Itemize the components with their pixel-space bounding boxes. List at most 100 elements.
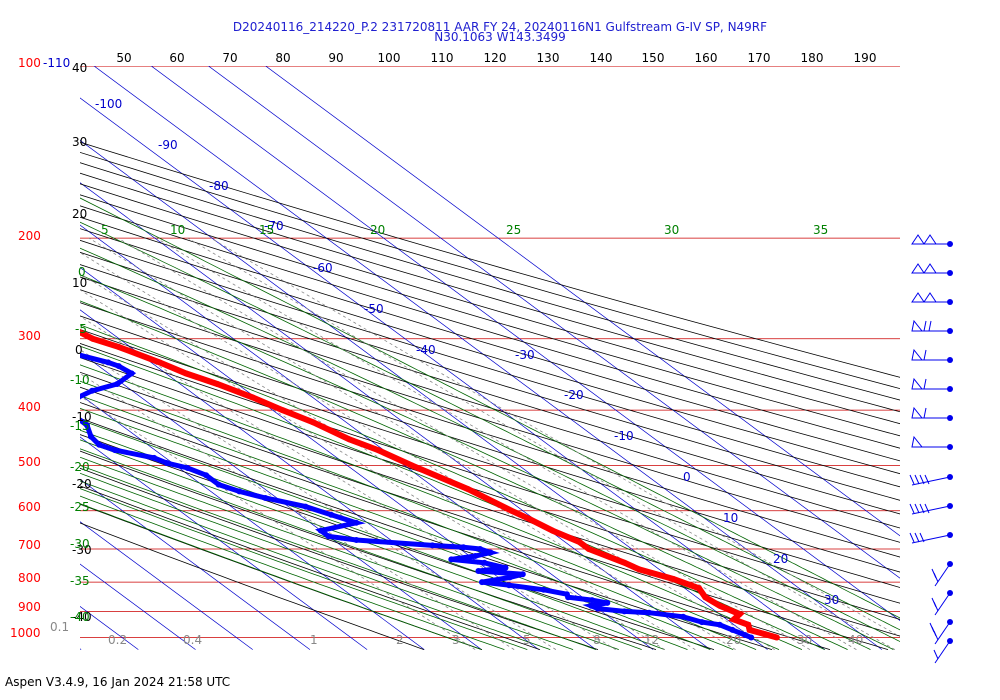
temperature-profile-point (279, 407, 286, 414)
mixing-ratio-line (80, 252, 736, 650)
wind-barb (911, 435, 953, 450)
wind-barb (911, 319, 953, 334)
moist-adiabat (80, 429, 688, 650)
dewpoint-profile-point (448, 556, 455, 563)
moist-left-label: -35 (70, 574, 90, 588)
dewpoint-profile-point (604, 599, 611, 606)
isotherm-line (80, 648, 82, 650)
top-scale-label: 120 (484, 51, 507, 65)
top-scale-label: 170 (748, 51, 771, 65)
dewpoint-profile-point (429, 542, 436, 549)
temperature-profile-point (89, 335, 96, 342)
top-scale-label: 110 (431, 51, 454, 65)
isotherm-line (80, 224, 654, 650)
temperature-profile-point (11, 302, 17, 308)
dewpoint-profile-point (502, 564, 509, 571)
moist-adiabat (80, 197, 900, 619)
top-scale-label: 190 (854, 51, 877, 65)
temperature-profile-point (182, 370, 189, 377)
mixing-ratio-label: 12 (644, 633, 659, 647)
temperature-profile-point (760, 630, 767, 637)
top-scale-label: 150 (642, 51, 665, 65)
left-scale-label: -30 (72, 543, 92, 557)
dry-adiabat (80, 228, 900, 475)
left-scale-label: 10 (72, 276, 87, 290)
top-scale-label: 80 (275, 51, 290, 65)
wind-barb (931, 590, 953, 616)
mixing-ratio-line (88, 237, 775, 650)
dewpoint-profile-point (589, 597, 595, 604)
dry-adiabat (80, 151, 900, 390)
isotherm-label: 10 (723, 511, 738, 525)
isotherm-label: 30 (824, 593, 839, 607)
mixing-ratio-line (80, 395, 476, 650)
temperature-profile-point (65, 323, 71, 329)
isotherm-label: -60 (313, 261, 333, 275)
moist-adiabat (80, 448, 642, 650)
dewpoint-profile-point (71, 402, 77, 408)
pressure-label-100: 100 (18, 56, 41, 70)
dewpoint-profile-point (328, 511, 335, 518)
mixing-ratio-label: 8 (593, 633, 601, 647)
dry-adiabat (80, 172, 900, 413)
wind-barb (911, 234, 953, 247)
temperature-profile-point (310, 419, 316, 426)
dewpoint-profile-point (89, 387, 96, 394)
temperature-profile-point (696, 585, 702, 592)
dry-adiabat (80, 216, 900, 462)
footer-version: Aspen V3.4.9, 16 Jan 2024 21:58 UTC (5, 675, 231, 689)
mixing-ratio-line (80, 289, 666, 650)
isotherm-label: -40 (416, 343, 436, 357)
dewpoint-profile-point (84, 422, 90, 429)
dewpoint-profile-point (487, 549, 494, 556)
temperature-profile-point (156, 359, 163, 366)
moist-left-label: -15 (70, 419, 90, 433)
mixing-ratio-label: 0.1 (50, 620, 69, 634)
dewpoint-profile-point (621, 608, 628, 615)
isotherm-line (80, 478, 311, 650)
top-scale-label: 60 (169, 51, 184, 65)
mixing-ratio-line (80, 273, 696, 650)
moist-adiabat (80, 380, 780, 650)
dewpoint-profile-point (481, 559, 488, 566)
dry-adiabat (80, 251, 900, 501)
wind-barb (909, 532, 953, 544)
isotherm-line (93, 66, 883, 650)
top-scale-label: 50 (116, 51, 131, 65)
temperature-profile-point (702, 594, 709, 601)
isotherm-label: -20 (564, 388, 584, 402)
wind-barb (911, 406, 953, 421)
left-scale-label: -10 (72, 410, 92, 424)
wind-barb (911, 377, 953, 392)
dry-adiabat (80, 371, 900, 637)
moist-adiabat (80, 419, 711, 650)
mixing-ratio-line (80, 315, 616, 650)
moist-adiabat (80, 247, 900, 642)
dry-adiabat (80, 194, 900, 437)
temperature-profile-point (115, 343, 122, 350)
mixing-ratio-line (210, 237, 900, 638)
isotherm-line (80, 309, 539, 650)
pressure-label-1000: 1000 (10, 626, 41, 640)
moist-left-label: -40 (70, 610, 90, 624)
moist-left-label: -20 (70, 460, 90, 474)
isotherm-line (80, 521, 253, 650)
moist-adiabat (80, 480, 551, 650)
temperature-profile-point (44, 314, 50, 320)
dewpoint-profile-point (506, 582, 512, 589)
temperature-profile-point (773, 634, 780, 641)
wind-barb (911, 263, 953, 276)
chart-subtitle: N30.1063 W143.3499 (434, 30, 566, 44)
top-scale-label: 100 (378, 51, 401, 65)
moist-adiabat-label: 35 (813, 223, 828, 237)
moist-adiabat-label: 15 (259, 223, 274, 237)
top-scale-label: 140 (590, 51, 613, 65)
dewpoint-profile-point (479, 579, 485, 586)
isotherm-label: -80 (209, 179, 229, 193)
dewpoint-profile-point (594, 605, 601, 612)
dry-adiabat (80, 183, 900, 425)
dewpoint-profile-point (114, 381, 121, 387)
dry-adiabat (80, 205, 900, 449)
dewpoint-profile-point (151, 454, 158, 461)
mixing-ratio-line (80, 372, 515, 650)
